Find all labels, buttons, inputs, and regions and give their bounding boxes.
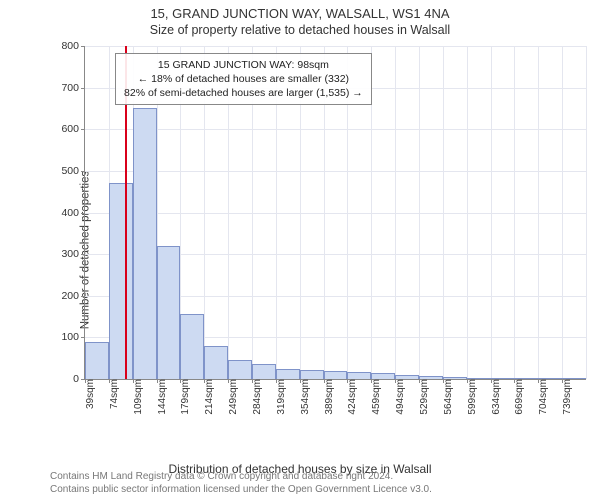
x-tick-label: 284sqm: [246, 379, 263, 415]
x-tick-label: 249sqm: [222, 379, 239, 415]
histogram-bar: [300, 370, 324, 379]
x-tick-label: 389sqm: [318, 379, 335, 415]
x-tick-label: 214sqm: [198, 379, 215, 415]
gridline-v: [395, 46, 396, 379]
x-tick-label: 634sqm: [485, 379, 502, 415]
gridline-v: [514, 46, 515, 379]
x-tick-label: 564sqm: [437, 379, 454, 415]
x-tick-label: 74sqm: [103, 379, 120, 409]
histogram-bar: [109, 183, 133, 379]
histogram-bar: [371, 373, 395, 379]
footer-attribution: Contains HM Land Registry data © Crown c…: [50, 471, 592, 496]
x-tick-label: 354sqm: [294, 379, 311, 415]
histogram-bar: [347, 372, 371, 379]
gridline-v: [538, 46, 539, 379]
footer-line-1: Contains HM Land Registry data © Crown c…: [50, 471, 592, 484]
x-tick-label: 704sqm: [532, 379, 549, 415]
histogram-bar: [538, 378, 562, 379]
gridline-v: [491, 46, 492, 379]
histogram-bar: [180, 314, 204, 379]
x-tick-label: 109sqm: [127, 379, 144, 415]
histogram-bar: [562, 378, 586, 379]
histogram-bar: [395, 375, 419, 379]
histogram-bar: [85, 342, 109, 379]
histogram-bar: [467, 378, 491, 379]
histogram-bar: [228, 360, 252, 379]
chart-container: 010020030040050060070080039sqm74sqm109sq…: [40, 44, 592, 430]
y-tick-label: 500: [61, 165, 85, 177]
histogram-bar: [157, 246, 181, 379]
histogram-bar: [324, 371, 348, 379]
x-tick-label: 144sqm: [151, 379, 168, 415]
gridline-v: [586, 46, 587, 379]
y-tick-label: 200: [61, 290, 85, 302]
plot-area: 010020030040050060070080039sqm74sqm109sq…: [84, 46, 586, 380]
x-tick-label: 494sqm: [389, 379, 406, 415]
histogram-bar: [133, 108, 157, 379]
y-tick-label: 300: [61, 248, 85, 260]
histogram-bar: [419, 376, 443, 379]
histogram-bar: [491, 378, 515, 379]
gridline-v: [562, 46, 563, 379]
x-tick-label: 39sqm: [79, 379, 96, 409]
chart-title-main: 15, GRAND JUNCTION WAY, WALSALL, WS1 4NA: [0, 0, 600, 21]
histogram-bar: [276, 369, 300, 379]
gridline-h: [85, 171, 586, 172]
gridline-h: [85, 129, 586, 130]
x-tick-label: 459sqm: [365, 379, 382, 415]
gridline-v: [419, 46, 420, 379]
x-tick-label: 599sqm: [461, 379, 478, 415]
annotation-line: 15 GRAND JUNCTION WAY: 98sqm: [124, 58, 363, 72]
annotation-box: 15 GRAND JUNCTION WAY: 98sqm← 18% of det…: [115, 53, 372, 106]
y-tick-label: 800: [61, 40, 85, 52]
histogram-bar: [252, 364, 276, 379]
histogram-bar: [204, 346, 228, 379]
gridline-h: [85, 46, 586, 47]
annotation-line: 82% of semi-detached houses are larger (…: [124, 86, 363, 100]
x-tick-label: 424sqm: [341, 379, 358, 415]
histogram-bar: [514, 378, 538, 379]
footer-line-2: Contains public sector information licen…: [50, 484, 592, 497]
chart-title-sub: Size of property relative to detached ho…: [0, 21, 600, 41]
x-tick-label: 529sqm: [413, 379, 430, 415]
gridline-v: [443, 46, 444, 379]
x-tick-label: 319sqm: [270, 379, 287, 415]
y-tick-label: 600: [61, 123, 85, 135]
x-tick-label: 669sqm: [508, 379, 525, 415]
y-tick-label: 700: [61, 82, 85, 94]
x-tick-label: 739sqm: [556, 379, 573, 415]
annotation-line: ← 18% of detached houses are smaller (33…: [124, 72, 363, 86]
y-tick-label: 100: [61, 331, 85, 343]
y-tick-label: 400: [61, 207, 85, 219]
histogram-bar: [443, 377, 467, 379]
x-tick-label: 179sqm: [174, 379, 191, 415]
gridline-h: [85, 213, 586, 214]
gridline-v: [467, 46, 468, 379]
